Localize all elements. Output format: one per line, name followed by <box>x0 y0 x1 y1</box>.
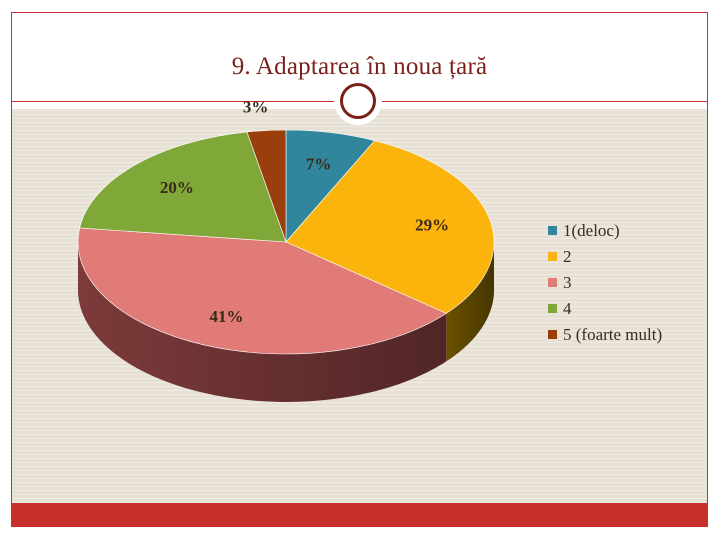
legend-label-2: 2 <box>563 247 572 266</box>
pie-slice-2 <box>285 140 495 314</box>
pie-side-shade-2 <box>446 242 494 362</box>
pie-data-labels: 7% 29% 41% 20% 3% <box>160 98 449 326</box>
pie-label-1: 7% <box>306 154 332 173</box>
pie-label-5: 3% <box>243 98 269 117</box>
pie-sides <box>78 242 494 403</box>
legend-label-5: 5 (foarte mult) <box>563 325 662 344</box>
pie-label-3: 41% <box>210 307 244 326</box>
pie-slices <box>77 129 495 355</box>
pie-slice-4 <box>79 131 287 243</box>
legend-swatch-1 <box>548 226 557 235</box>
slide-frame <box>11 12 708 527</box>
legend-label-1: 1(deloc) <box>563 221 620 240</box>
slide-title: 9. Adaptarea în noua țară <box>231 53 488 80</box>
legend-swatch-4 <box>548 304 557 313</box>
pie-label-2: 29% <box>415 215 449 234</box>
legend-swatch-3 <box>548 278 557 287</box>
title-ornament <box>334 77 382 125</box>
legend-label-3: 3 <box>563 273 572 292</box>
pie-label-4: 20% <box>160 178 194 197</box>
pie-slice-3 <box>77 227 447 355</box>
legend-swatch-2 <box>548 252 557 261</box>
pie-slice-5 <box>246 129 287 243</box>
chart-legend: 1(deloc) 2 3 4 5 (foarte mult) <box>548 221 662 344</box>
legend-swatch-5 <box>548 330 557 339</box>
ornament-ring-icon <box>340 83 376 119</box>
pie-side-shade-3 <box>78 242 447 403</box>
legend-label-4: 4 <box>563 299 572 318</box>
footer-bar <box>12 503 707 526</box>
